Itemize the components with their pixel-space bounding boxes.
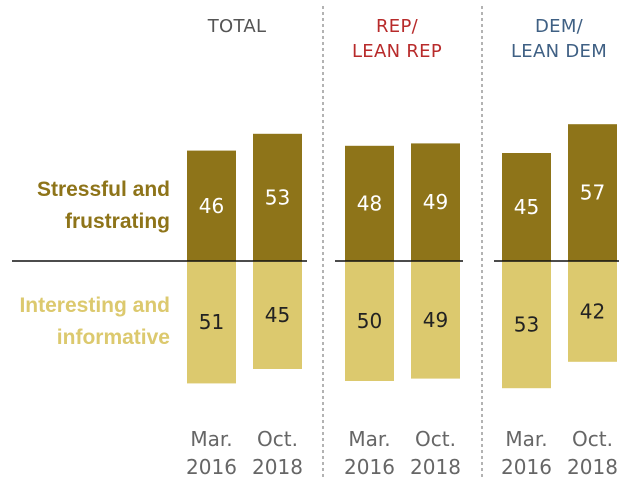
tick-label-1-1-line-2: 2016	[186, 455, 237, 479]
tick-label-1-2-line-1: Oct.	[257, 427, 298, 451]
value-label-interesting-2-2: 49	[423, 308, 448, 332]
bar-stressful-2-1	[345, 145, 394, 261]
value-label-stressful-1-1: 46	[199, 194, 224, 218]
bar-stressful-2-2	[411, 143, 460, 261]
bar-stressful-1-2	[253, 133, 302, 261]
bar-interesting-3-2	[568, 261, 617, 362]
value-label-stressful-3-2: 57	[580, 181, 605, 205]
chart-marks: TOTAL 46 51 Mar. 2016 53 45 Oct. 2018 REP/LEAN RE…	[12, 6, 619, 480]
value-label-interesting-3-2: 42	[580, 299, 605, 323]
group-title-2-line-2: LEAN REP	[352, 41, 442, 62]
bar-stressful-1-1	[187, 150, 236, 261]
value-label-stressful-1-2: 53	[265, 185, 290, 209]
value-label-stressful-2-1: 48	[357, 191, 382, 215]
bar-interesting-1-2	[253, 261, 302, 369]
bar-stressful-3-1	[502, 153, 551, 261]
bar-interesting-1-1	[187, 261, 236, 384]
tick-label-1-1-line-1: Mar.	[190, 427, 232, 451]
value-label-interesting-3-1: 53	[514, 313, 539, 337]
value-label-interesting-1-2: 45	[265, 303, 290, 327]
row-label-stressful-line1: Stressful and	[37, 178, 170, 201]
group-title-3-line-1: DEM/	[535, 16, 584, 37]
row-label-stressful-line2: frustrating	[65, 210, 170, 233]
row-label-interesting-line2: informative	[57, 326, 170, 349]
tick-label-3-1-line-2: 2016	[501, 455, 552, 479]
tick-label-2-2-line-2: 2018	[410, 455, 461, 479]
value-label-interesting-1-1: 51	[199, 310, 224, 334]
bar-interesting-3-1	[502, 261, 551, 389]
bar-interesting-2-2	[411, 261, 460, 379]
bar-interesting-2-1	[345, 261, 394, 381]
value-label-stressful-2-2: 49	[423, 190, 448, 214]
group-title-3-line-2: LEAN DEM	[511, 41, 607, 62]
tick-label-3-2-line-1: Oct.	[572, 427, 613, 451]
row-label-interesting-line1: Interesting and	[19, 294, 170, 317]
tick-label-3-1-line-1: Mar.	[505, 427, 547, 451]
tick-label-2-2-line-1: Oct.	[415, 427, 456, 451]
value-label-interesting-2-1: 50	[357, 309, 382, 333]
group-title-2-line-1: REP/	[376, 16, 419, 37]
tick-label-2-1-line-1: Mar.	[348, 427, 390, 451]
tick-label-3-2-line-2: 2018	[567, 455, 618, 479]
group-title-1-line-1: TOTAL	[207, 16, 267, 37]
tick-label-2-1-line-2: 2016	[344, 455, 395, 479]
value-label-stressful-3-1: 45	[514, 195, 539, 219]
tick-label-1-2-line-2: 2018	[252, 455, 303, 479]
bar-stressful-3-2	[568, 124, 617, 261]
